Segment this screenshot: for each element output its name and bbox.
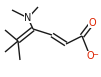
Text: O: O bbox=[86, 51, 94, 61]
Text: O: O bbox=[88, 18, 96, 28]
Text: N: N bbox=[24, 13, 32, 23]
Text: −: − bbox=[93, 52, 98, 58]
